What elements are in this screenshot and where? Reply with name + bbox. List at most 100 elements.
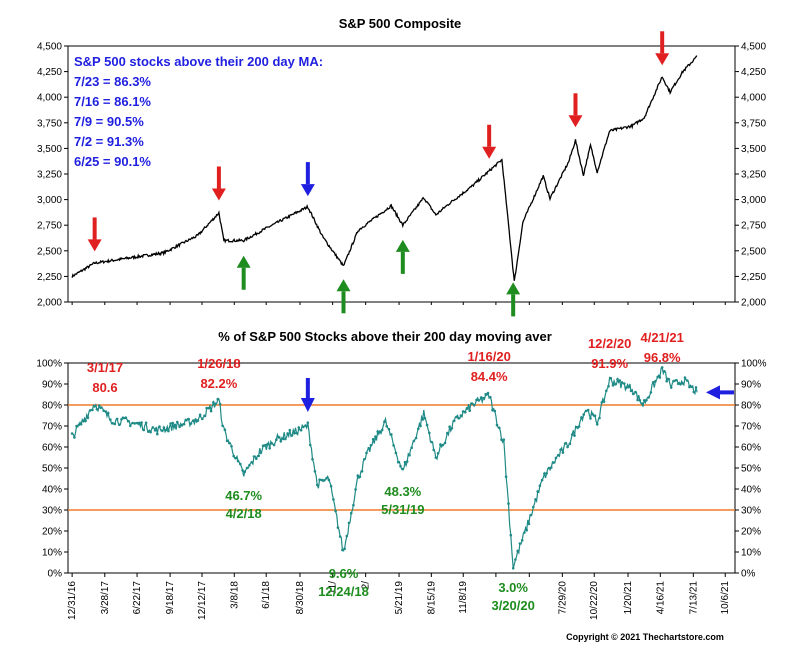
breadth-point (349, 511, 353, 515)
breadth-point (580, 416, 583, 419)
breadth-point (396, 460, 400, 464)
breadth-point (568, 442, 572, 446)
arrow-shaft (660, 31, 665, 54)
breadth-point (140, 421, 143, 424)
breadth-point (164, 428, 168, 432)
breadth-point (430, 440, 433, 444)
breadth-point (618, 379, 622, 382)
annotation-value: 91.9% (591, 356, 628, 371)
breadth-point (88, 409, 92, 412)
y-tick-label-right: 80% (741, 401, 761, 412)
breadth-point (367, 446, 371, 450)
breadth-point (118, 423, 121, 427)
breadth-point (518, 542, 522, 545)
breadth-point (259, 451, 263, 455)
breadth-point (609, 376, 613, 380)
y-tick-label-right: 50% (741, 464, 761, 475)
up-arrow (336, 279, 351, 314)
breadth-point (252, 455, 256, 458)
breadth-point (672, 379, 675, 383)
breadth-point (665, 379, 668, 383)
breadth-point (225, 439, 229, 443)
breadth-point (302, 425, 305, 429)
arrow-head (482, 146, 497, 159)
breadth-point (472, 404, 476, 407)
y-tick-label-right: 4,500 (741, 42, 766, 53)
breadth-point (180, 424, 184, 427)
x-tick-label: 12/31/16 (67, 581, 78, 620)
y-tick-label-left: 20% (42, 527, 62, 538)
y-tick-label-left: 3,750 (37, 118, 62, 129)
annotation-value: 3.0% (498, 580, 528, 595)
breadth-point (504, 475, 508, 479)
y-tick-label-right: 3,250 (741, 170, 766, 181)
arrow-shaft (487, 124, 492, 147)
breadth-point (532, 505, 535, 509)
breadth-point (178, 425, 181, 429)
breadth-point (493, 409, 497, 413)
breadth-point (230, 445, 233, 448)
breadth-point (218, 402, 222, 406)
breadth-point (439, 443, 442, 446)
y-tick-label-right: 2,500 (741, 246, 766, 257)
breadth-point (173, 423, 177, 427)
y-tick-label-left: 4,500 (37, 42, 62, 53)
breadth-point (491, 408, 494, 412)
breadth-point (631, 392, 635, 396)
breadth-point (352, 503, 355, 507)
breadth-point (586, 408, 590, 412)
annotation-date: 1/16/20 (467, 349, 510, 364)
breadth-point (516, 549, 519, 553)
breadth-point (464, 411, 467, 414)
arrow-head (300, 398, 315, 412)
arrow-head (568, 115, 583, 128)
y-tick-label-left: 4,000 (37, 93, 62, 104)
breadth-point (236, 459, 240, 463)
breadth-point (498, 426, 501, 430)
down-arrow (568, 93, 583, 128)
breadth-point (266, 442, 269, 446)
breadth-point (625, 386, 628, 389)
breadth-point (345, 534, 349, 538)
breadth-point (79, 422, 83, 426)
breadth-point (264, 443, 267, 447)
breadth-point (306, 421, 310, 425)
breadth-point (595, 423, 599, 426)
arrow-head (706, 385, 720, 400)
down-arrow (300, 378, 315, 412)
annotation-date: 12/2/20 (588, 336, 631, 351)
breadth-point (455, 415, 458, 419)
x-tick-label: 4/16/21 (655, 581, 666, 615)
breadth-point (133, 422, 137, 425)
breadth-point (343, 547, 346, 550)
breadth-point (634, 390, 637, 394)
breadth-point (477, 399, 481, 402)
annotation-value: 80.6 (92, 380, 117, 395)
breadth-point (336, 526, 340, 529)
breadth-point (288, 428, 292, 432)
arrow-head (655, 53, 670, 66)
annotation-value: 82.2% (200, 376, 237, 391)
y-tick-label-left: 4,250 (37, 67, 62, 78)
breadth-point (261, 444, 265, 448)
x-tick-label: 6/22/17 (132, 581, 143, 615)
y-tick-label-right: 2,750 (741, 221, 766, 232)
left-arrow (706, 385, 734, 400)
breadth-point (304, 424, 307, 427)
y-tick-label-left: 90% (42, 380, 62, 391)
y-tick-label-right: 4,000 (741, 93, 766, 104)
breadth-point (645, 398, 648, 402)
breadth-point (365, 451, 368, 455)
breadth-point (582, 413, 585, 416)
breadth-point (623, 382, 626, 385)
y-tick-label-left: 3,250 (37, 170, 62, 181)
breadth-point (394, 451, 398, 455)
breadth-point (410, 446, 414, 450)
breadth-point (482, 396, 485, 400)
breadth-point (73, 436, 76, 439)
breadth-point (93, 405, 96, 408)
x-tick-label: 8/30/18 (295, 581, 306, 615)
breadth-point (91, 408, 94, 412)
annotation-value: 84.4% (471, 369, 508, 384)
